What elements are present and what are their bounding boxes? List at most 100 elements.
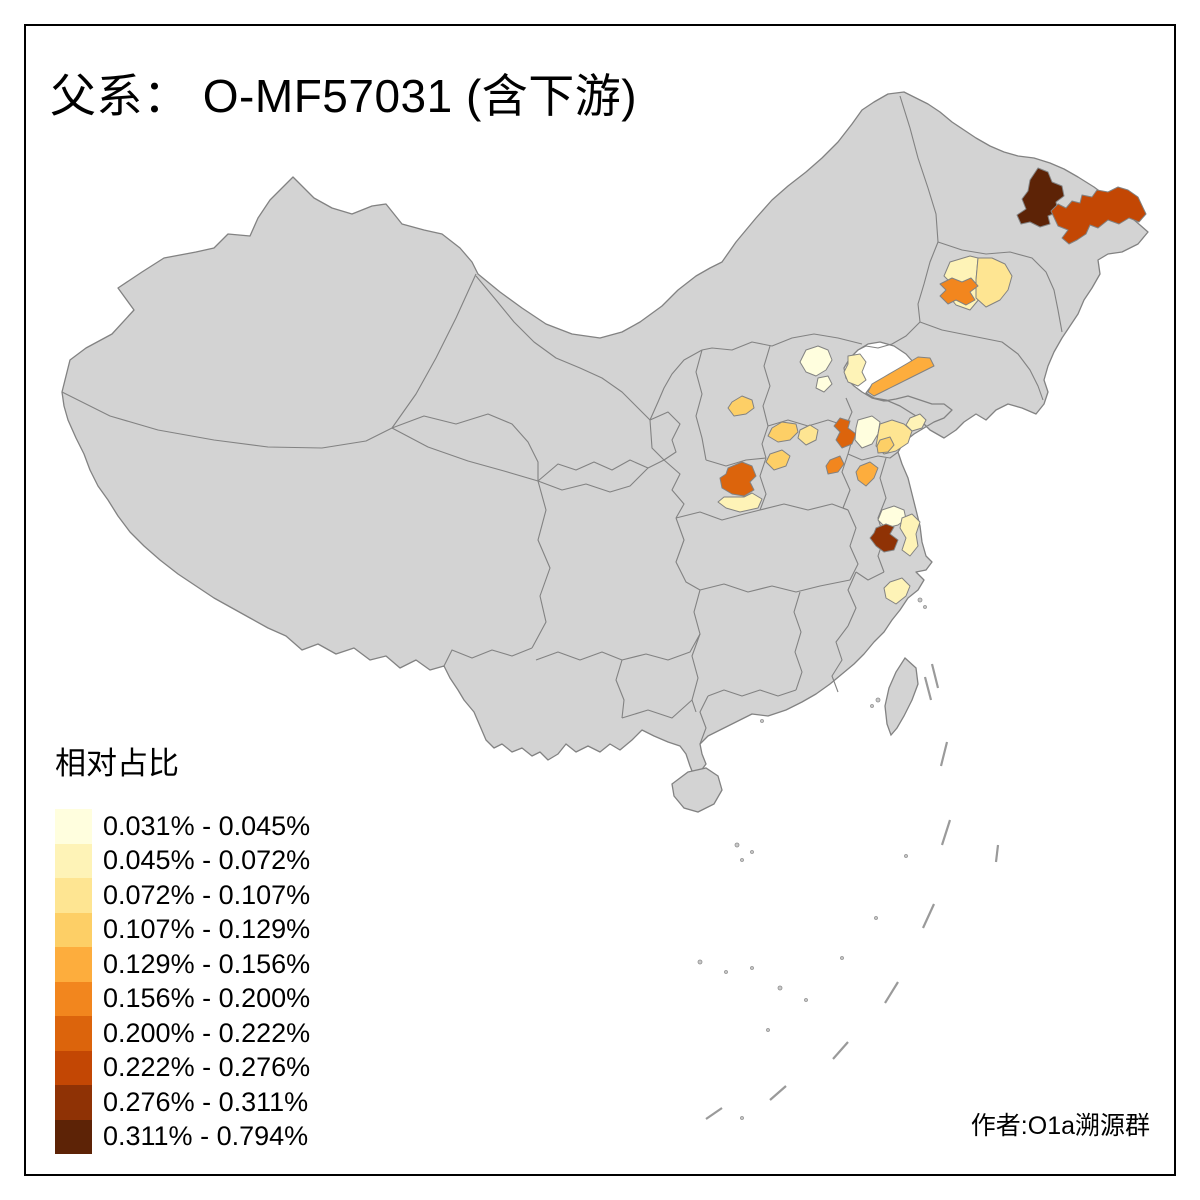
sea-dash xyxy=(769,1085,787,1101)
map-region xyxy=(825,455,845,475)
province-border xyxy=(675,509,761,521)
province-border xyxy=(615,659,625,719)
map-region xyxy=(975,257,1013,308)
province-border xyxy=(937,241,1063,333)
sea-islands xyxy=(697,597,927,1120)
map-region xyxy=(876,436,895,454)
legend-label: 0.200% - 0.222% xyxy=(103,1017,311,1048)
legend-label: 0.311% - 0.794% xyxy=(103,1121,309,1152)
legend-row: 0.200% - 0.222% xyxy=(55,1016,310,1051)
legend-row: 0.222% - 0.276% xyxy=(55,1050,311,1085)
province-border xyxy=(695,349,707,461)
legend-swatch xyxy=(55,809,92,844)
legend-row: 0.031% - 0.045% xyxy=(55,809,310,844)
sea-dash xyxy=(705,1107,723,1120)
island-dot xyxy=(724,970,728,974)
island-dot xyxy=(734,842,740,848)
island-dot xyxy=(740,1116,744,1120)
province-border xyxy=(537,459,665,482)
island-dot xyxy=(697,959,703,965)
map-region xyxy=(719,461,757,497)
province-border xyxy=(531,480,551,649)
province-border xyxy=(621,633,701,661)
province-border xyxy=(919,321,1044,401)
china-mainland xyxy=(61,91,1149,777)
legend-label: 0.222% - 0.276% xyxy=(103,1052,311,1083)
province-border xyxy=(663,459,685,519)
legend-title: 相对占比 xyxy=(55,746,179,781)
island-dot xyxy=(766,1028,770,1032)
legend-label: 0.129% - 0.156% xyxy=(103,948,311,979)
province-border xyxy=(699,579,851,593)
map-region xyxy=(1050,186,1147,245)
legend-swatch xyxy=(55,843,92,878)
province-border xyxy=(705,457,767,467)
province-border xyxy=(535,651,623,661)
sea-dash xyxy=(994,844,1000,863)
legend-swatch xyxy=(55,1119,92,1154)
legend-row: 0.311% - 0.794% xyxy=(55,1119,310,1154)
legend-label: 0.107% - 0.129% xyxy=(103,914,311,945)
map-region xyxy=(843,353,867,387)
sea-dash xyxy=(884,981,899,1004)
province-border xyxy=(857,321,921,351)
province-border xyxy=(759,457,767,511)
island-dot xyxy=(870,704,874,708)
province-border xyxy=(759,503,849,511)
legend-swatch xyxy=(55,1085,92,1120)
attribution-text: 作者:O1a溯源群 xyxy=(970,1112,1150,1140)
legend-swatch xyxy=(55,912,92,947)
province-border xyxy=(475,275,651,421)
legend-row: 0.072% - 0.107% xyxy=(55,878,310,913)
island-dot xyxy=(750,850,754,854)
data-regions xyxy=(717,167,1147,605)
island-dot xyxy=(917,597,923,603)
province-border xyxy=(847,571,857,627)
island-dot xyxy=(777,985,783,991)
province-border xyxy=(847,451,899,461)
sea-dash xyxy=(922,903,935,929)
legend-rows: 0.031% - 0.045% 0.045% - 0.072% 0.072% -… xyxy=(55,809,310,1154)
province-border xyxy=(847,509,859,581)
legend-label: 0.045% - 0.072% xyxy=(103,845,311,876)
province-border xyxy=(699,695,709,745)
map-region xyxy=(797,424,819,446)
plot-frame xyxy=(24,24,1176,1176)
legend-label: 0.156% - 0.200% xyxy=(103,983,311,1014)
sea-dash xyxy=(930,663,940,689)
province-border xyxy=(537,467,649,493)
legend-label: 0.276% - 0.311% xyxy=(103,1086,309,1117)
legend-swatch xyxy=(55,981,92,1016)
map-region xyxy=(717,492,763,513)
legend-swatch xyxy=(55,947,92,982)
province-border xyxy=(391,413,539,481)
province-border xyxy=(391,427,539,482)
province-border xyxy=(649,411,681,461)
province-border xyxy=(443,647,533,667)
island-dot xyxy=(750,966,754,970)
map-region xyxy=(765,449,791,471)
map-region xyxy=(855,461,879,487)
sea-dash xyxy=(939,741,949,767)
map-region xyxy=(854,415,881,449)
legend-row: 0.107% - 0.129% xyxy=(55,912,311,947)
legend-swatch xyxy=(55,1050,92,1085)
province-border xyxy=(917,241,939,323)
legend-label: 0.031% - 0.045% xyxy=(103,810,311,841)
province-border xyxy=(621,699,693,719)
sea-dash xyxy=(940,819,952,846)
map-region xyxy=(799,345,833,377)
legend-row: 0.045% - 0.072% xyxy=(55,843,311,878)
province-border xyxy=(899,95,939,243)
island-dot xyxy=(840,956,844,960)
legend: 相对占比 0.031% - 0.045% 0.045% - 0.072% 0.0… xyxy=(55,738,310,1154)
map-region xyxy=(867,356,935,397)
mainland-group xyxy=(61,91,1149,813)
province-border xyxy=(649,349,703,421)
sea-dash xyxy=(832,1041,849,1060)
map-region xyxy=(939,277,979,306)
island-dot xyxy=(740,858,744,862)
map-region xyxy=(833,417,857,449)
island-dot xyxy=(875,697,881,703)
